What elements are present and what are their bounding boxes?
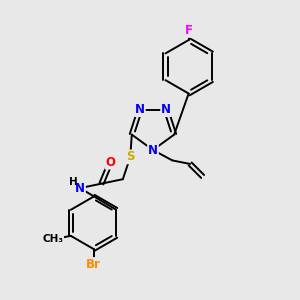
- Text: N: N: [148, 143, 158, 157]
- Text: F: F: [184, 24, 193, 37]
- Text: O: O: [105, 156, 116, 169]
- Text: N: N: [75, 182, 85, 195]
- Text: Br: Br: [86, 258, 101, 271]
- Text: N: N: [135, 103, 145, 116]
- Text: S: S: [126, 150, 134, 164]
- Text: H: H: [69, 177, 78, 187]
- Text: CH₃: CH₃: [43, 234, 64, 244]
- Text: N: N: [161, 103, 171, 116]
